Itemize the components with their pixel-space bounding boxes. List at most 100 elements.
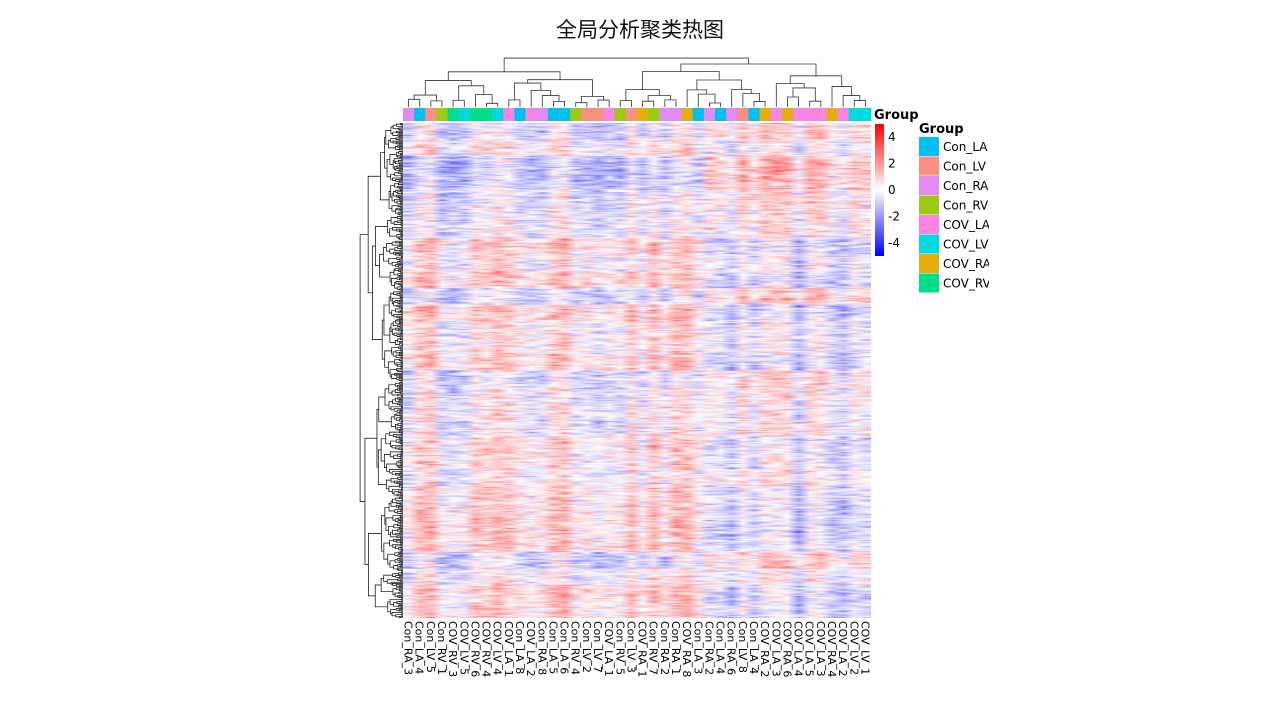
group-annotation-cell (559, 108, 571, 121)
dendrogram-branch (399, 322, 403, 325)
column-label: COV_LV_1 (858, 621, 871, 675)
dendrogram-branch (400, 361, 403, 364)
dendrogram-branch (399, 491, 403, 494)
dendrogram-branch (389, 598, 402, 605)
dendrogram-branch (619, 100, 632, 107)
column-label: COV_LA_4 (792, 621, 805, 677)
dendrogram-branch (400, 211, 403, 213)
dendrogram-branch (399, 205, 403, 208)
dendrogram-branch (391, 328, 396, 335)
column-label: Con_LA_4 (747, 621, 760, 674)
dendrogram-branch (391, 193, 395, 202)
dendrogram-branch (553, 100, 565, 107)
dendrogram-branch (393, 314, 402, 318)
dendrogram-branch (395, 532, 403, 536)
dendrogram-branch (384, 454, 391, 468)
dendrogram-branch (396, 315, 403, 319)
row-dendrogram (359, 123, 403, 618)
dendrogram-branch (393, 332, 401, 336)
dendrogram-branch (390, 292, 394, 302)
dendrogram-branch (400, 152, 403, 155)
dendrogram-branch (398, 602, 403, 605)
dendrogram-branch (853, 100, 866, 107)
group-annotation-cell (659, 108, 671, 121)
dendrogram-branch (396, 200, 401, 204)
dendrogram-branch (388, 257, 397, 265)
column-label: COV_LA_2 (836, 621, 849, 677)
dendrogram-branch (388, 296, 392, 314)
dendrogram-branch (397, 369, 403, 372)
group-annotation-cell (547, 108, 560, 121)
dendrogram-branch (400, 231, 403, 233)
dendrogram-branch (399, 375, 403, 377)
dendrogram-branch (401, 507, 403, 509)
dendrogram-branch (398, 354, 403, 356)
dendrogram-branch (399, 283, 403, 286)
dendrogram-branch (393, 166, 397, 170)
group-annotation-cell (436, 108, 448, 121)
group-annotation-cell (703, 108, 716, 121)
dendrogram-branch (393, 269, 398, 276)
group-annotation-cell (625, 108, 638, 121)
dendrogram-branch (401, 499, 403, 502)
group-annotation-cell (804, 108, 816, 121)
colorbar-tick-label: -2 (888, 209, 900, 223)
dendrogram-branch (359, 234, 369, 502)
dendrogram-branch (399, 200, 403, 202)
dendrogram-branch (398, 275, 403, 277)
dendrogram-branch (399, 431, 403, 433)
dendrogram-branch (399, 343, 403, 346)
dendrogram-branch (387, 553, 395, 565)
dendrogram-branch (458, 85, 485, 101)
dendrogram-branch (398, 254, 403, 256)
column-label: Con_RA_2 (702, 621, 715, 675)
dendrogram-branch (399, 165, 403, 167)
column-label: COV_RV_3 (446, 621, 459, 677)
dendrogram-branch (399, 616, 403, 618)
dendrogram-branch (401, 308, 403, 310)
dendrogram-branch (399, 398, 403, 400)
dendrogram-branch (400, 332, 403, 334)
dendrogram-branch (398, 389, 403, 392)
column-label: COV_RA_2 (758, 621, 771, 677)
dendrogram-branch (384, 506, 390, 525)
dendrogram-branch (541, 95, 560, 107)
dendrogram-branch (392, 131, 398, 136)
dendrogram-branch (400, 272, 403, 275)
dendrogram-branch (390, 416, 396, 427)
dendrogram-branch (396, 194, 403, 198)
dendrogram-branch (380, 577, 393, 593)
dendrogram-branch (401, 150, 403, 153)
dendrogram-branch (383, 574, 393, 582)
dendrogram-branch (400, 444, 403, 447)
dendrogram-branch (395, 141, 403, 145)
dendrogram-branch (401, 448, 403, 451)
dendrogram-branch (393, 291, 403, 295)
dendrogram-branch (389, 539, 394, 547)
dendrogram-branch (394, 268, 403, 272)
dendrogram-branch (398, 138, 403, 141)
legend-label: COV_RA (943, 257, 992, 271)
dendrogram-branch (399, 579, 403, 582)
dendrogram-branch (775, 83, 805, 107)
dendrogram-branch (400, 220, 403, 222)
dendrogram-branch (401, 289, 403, 292)
dendrogram-branch (392, 399, 398, 405)
legend-swatch (919, 273, 939, 293)
dendrogram-branch (398, 282, 403, 286)
dendrogram-branch (401, 592, 403, 595)
column-label: COV_LV_2 (847, 621, 860, 675)
dendrogram-branch (374, 584, 388, 608)
dendrogram-branch (396, 461, 399, 467)
dendrogram-branch (395, 208, 399, 214)
dendrogram-branch (398, 229, 403, 233)
group-legend: Group Con_LA Con_LV Con_RA Con_RV COV_LA COV_L… (919, 122, 992, 293)
dendrogram-branch (397, 464, 401, 468)
dendrogram-branch (391, 488, 402, 494)
dendrogram-branch (399, 325, 403, 328)
dendrogram-branch (399, 260, 403, 263)
dendrogram-branch (395, 264, 403, 267)
dendrogram-branch (399, 162, 403, 165)
column-label: COV_LA_3 (814, 621, 827, 677)
dendrogram-branch (787, 96, 799, 107)
